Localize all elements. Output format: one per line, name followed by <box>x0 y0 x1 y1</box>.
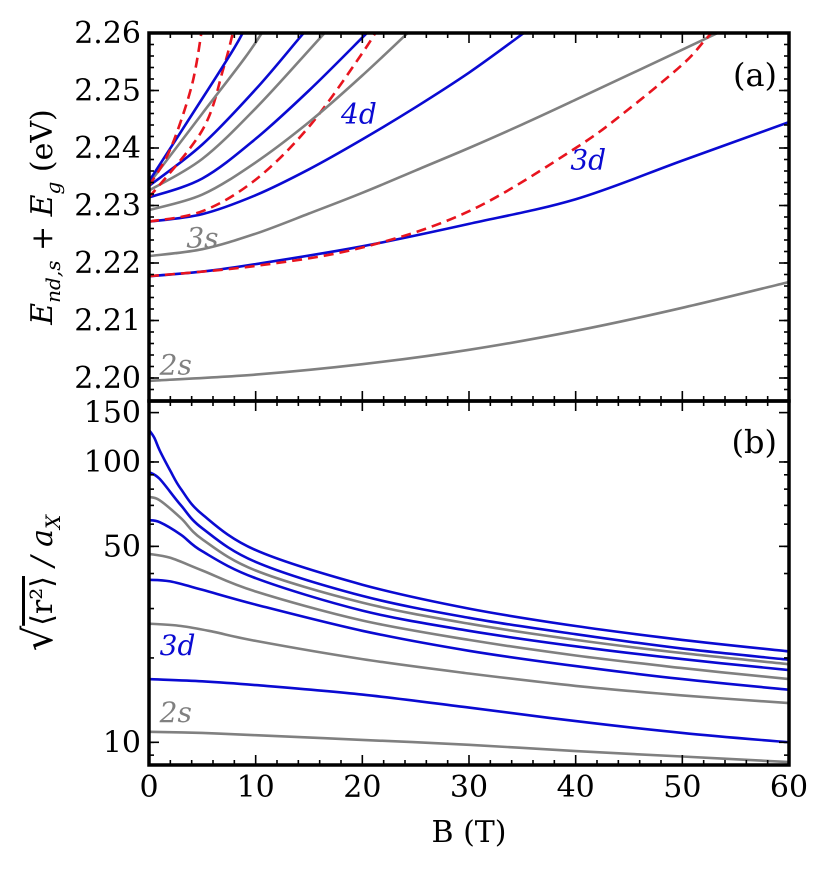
series-3s <box>149 622 789 705</box>
series-6s <box>149 33 264 185</box>
x-tick-label: 10 <box>237 770 275 805</box>
series-7d <box>149 429 789 653</box>
series-3d <box>149 677 789 744</box>
series-3s <box>149 33 721 258</box>
panel-a-y-axis-label: End,s + Eg (eV) <box>25 109 65 326</box>
series-6d <box>149 470 789 662</box>
ylabel-plus-e: + E <box>25 194 60 260</box>
y-tick-label: 10 <box>103 725 141 760</box>
y-tick-label: 2.20 <box>74 361 141 396</box>
y-tick-label: 2.21 <box>74 304 141 339</box>
label-3d: 3d <box>160 629 196 662</box>
panel-a: 2.20 2.21 2.22 2.23 2.24 2.25 2.26 2s 3s 3d 4d (a… <box>74 16 791 403</box>
y-tick-label: 150 <box>84 396 141 431</box>
series-4s <box>149 33 410 212</box>
series-6d-quadratic <box>149 33 203 187</box>
y-tick-label: 50 <box>103 529 141 564</box>
y-tick-label: 2.24 <box>74 131 141 166</box>
label-2s: 2s <box>159 349 192 382</box>
ylabel-r2: ⟨r²⟩ <box>25 576 60 626</box>
ylabel-unit: (eV) <box>25 109 60 181</box>
panel-a-ticks: 2.20 2.21 2.22 2.23 2.24 2.25 2.26 <box>74 16 790 402</box>
series-4d <box>149 578 789 691</box>
series-5d-quadratic <box>149 33 235 199</box>
series-3d-quadratic <box>149 33 714 278</box>
panel-b-annotations: 2s 3d <box>159 629 196 729</box>
y-tick-label: 100 <box>84 445 141 480</box>
series-5s <box>149 33 327 192</box>
y-tick-label: 2.22 <box>74 246 141 281</box>
series-4d-quadratic <box>149 33 377 223</box>
panel-a-annotations: 2s 3s 3d 4d <box>159 97 606 381</box>
y-tick-label: 2.26 <box>74 16 141 51</box>
panel-a-curves <box>149 33 789 383</box>
ylabel-sub-g: g <box>41 182 65 195</box>
label-2s: 2s <box>159 696 192 729</box>
series-2s <box>149 280 789 383</box>
panel-b-ticks: 0 10 20 30 40 50 60 10 50 100 150 <box>84 396 808 805</box>
series-4s <box>149 552 789 681</box>
y-tick-label: 2.25 <box>74 74 141 109</box>
panel-a-frame <box>147 31 791 403</box>
x-tick-label: 20 <box>343 770 381 805</box>
x-tick-label: 30 <box>450 770 488 805</box>
x-axis-label: B (T) <box>432 815 507 850</box>
label-4d: 4d <box>340 97 377 130</box>
ylabel-sub-nds: nd,s <box>41 261 65 303</box>
panel-b: 0 10 20 30 40 50 60 10 50 100 150 2s 3d (b) <box>84 396 808 805</box>
ylabel-sqrt: √ <box>16 625 62 651</box>
panel-b-curves <box>149 429 789 764</box>
x-tick-label: 40 <box>557 770 595 805</box>
panel-a-tag: (a) <box>733 56 777 94</box>
panel-b-y-axis-label: √⟨r²⟩ / aX <box>16 514 65 651</box>
x-tick-label: 50 <box>663 770 701 805</box>
series-5d <box>149 518 789 672</box>
series-2s <box>149 730 789 764</box>
series-4d <box>149 33 527 223</box>
label-3d: 3d <box>570 143 606 176</box>
panel-b-tag: (b) <box>732 423 777 461</box>
x-tick-label: 60 <box>770 770 808 805</box>
ylabel-e: E <box>25 303 60 326</box>
series-5s <box>149 495 789 666</box>
ylabel-sub-x: X <box>41 514 65 531</box>
ylabel-over-a: / a <box>25 529 60 576</box>
label-3s: 3s <box>186 221 218 254</box>
y-tick-label: 2.23 <box>74 189 141 224</box>
panel-b-frame <box>147 399 791 767</box>
x-tick-label: 0 <box>139 770 158 805</box>
